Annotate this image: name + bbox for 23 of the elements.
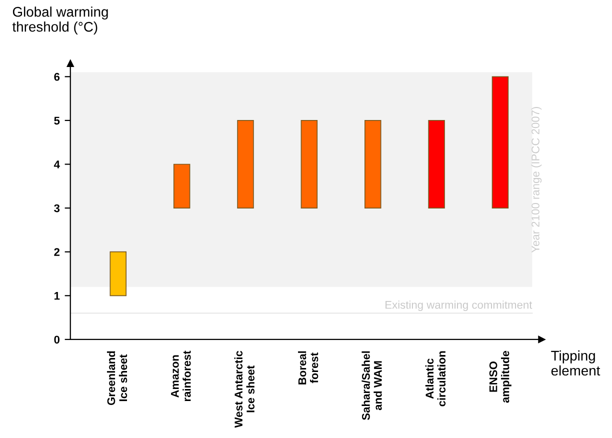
bar	[110, 251, 127, 296]
x-tick-label: Amazon rainforest	[171, 350, 191, 402]
y-tick-label: 0	[54, 336, 60, 344]
x-tick-label: Sahara/Sahel and WAM	[362, 351, 382, 420]
bar	[173, 164, 190, 208]
x-tick-label: Atlantic circulation	[425, 351, 446, 406]
y-tick-label: 6	[54, 72, 60, 81]
y-tick-label: 4	[54, 160, 60, 168]
y-tick-label: 5	[54, 116, 60, 125]
x-axis-title: Tipping element	[551, 350, 600, 376]
y-axis-title: Global warming threshold (°C)	[12, 6, 108, 34]
bar	[237, 120, 254, 208]
y-tick-label: 3	[54, 204, 60, 212]
bar	[300, 120, 318, 208]
bar	[492, 76, 509, 208]
bar	[428, 120, 445, 208]
y-tick-label: 2	[54, 248, 60, 256]
x-tick-label: West Antarctic Ice sheet	[234, 350, 254, 428]
y-tick-label: 1	[54, 292, 60, 300]
bar	[364, 120, 382, 208]
x-tick-label: Boreal forest	[298, 351, 318, 384]
x-tick-label: Greenland Ice sheet	[106, 351, 128, 406]
x-tick-label: ENSO amplitude	[489, 350, 512, 403]
